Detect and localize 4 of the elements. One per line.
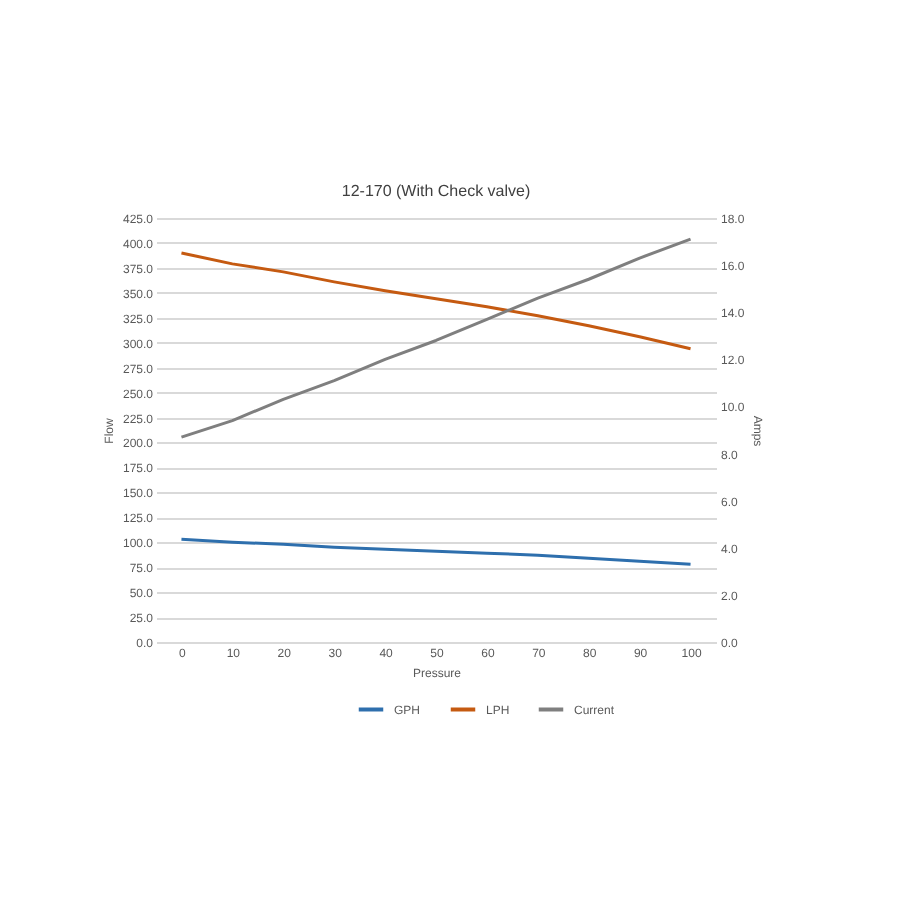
line-series xyxy=(179,537,693,566)
chart-title: 12-170 (With Check valve) xyxy=(341,182,531,200)
line-series xyxy=(179,251,693,351)
line-series xyxy=(179,237,693,439)
